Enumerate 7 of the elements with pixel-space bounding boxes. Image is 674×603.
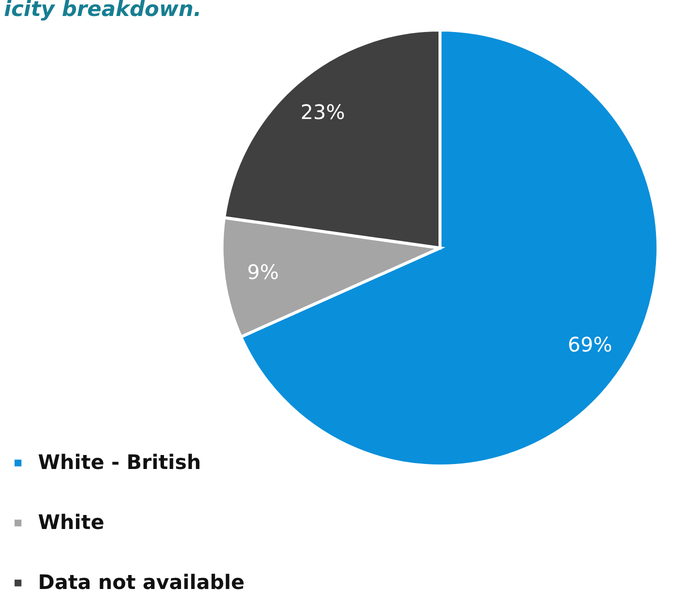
- chart-title: icity breakdown.: [4, 0, 202, 21]
- legend-label: White: [38, 510, 104, 534]
- data-label: 23%: [300, 100, 345, 124]
- legend-label: White - British: [38, 450, 202, 474]
- legend-label: Data not available: [38, 570, 245, 594]
- data-label: 9%: [247, 260, 279, 284]
- data-label: 69%: [568, 332, 612, 356]
